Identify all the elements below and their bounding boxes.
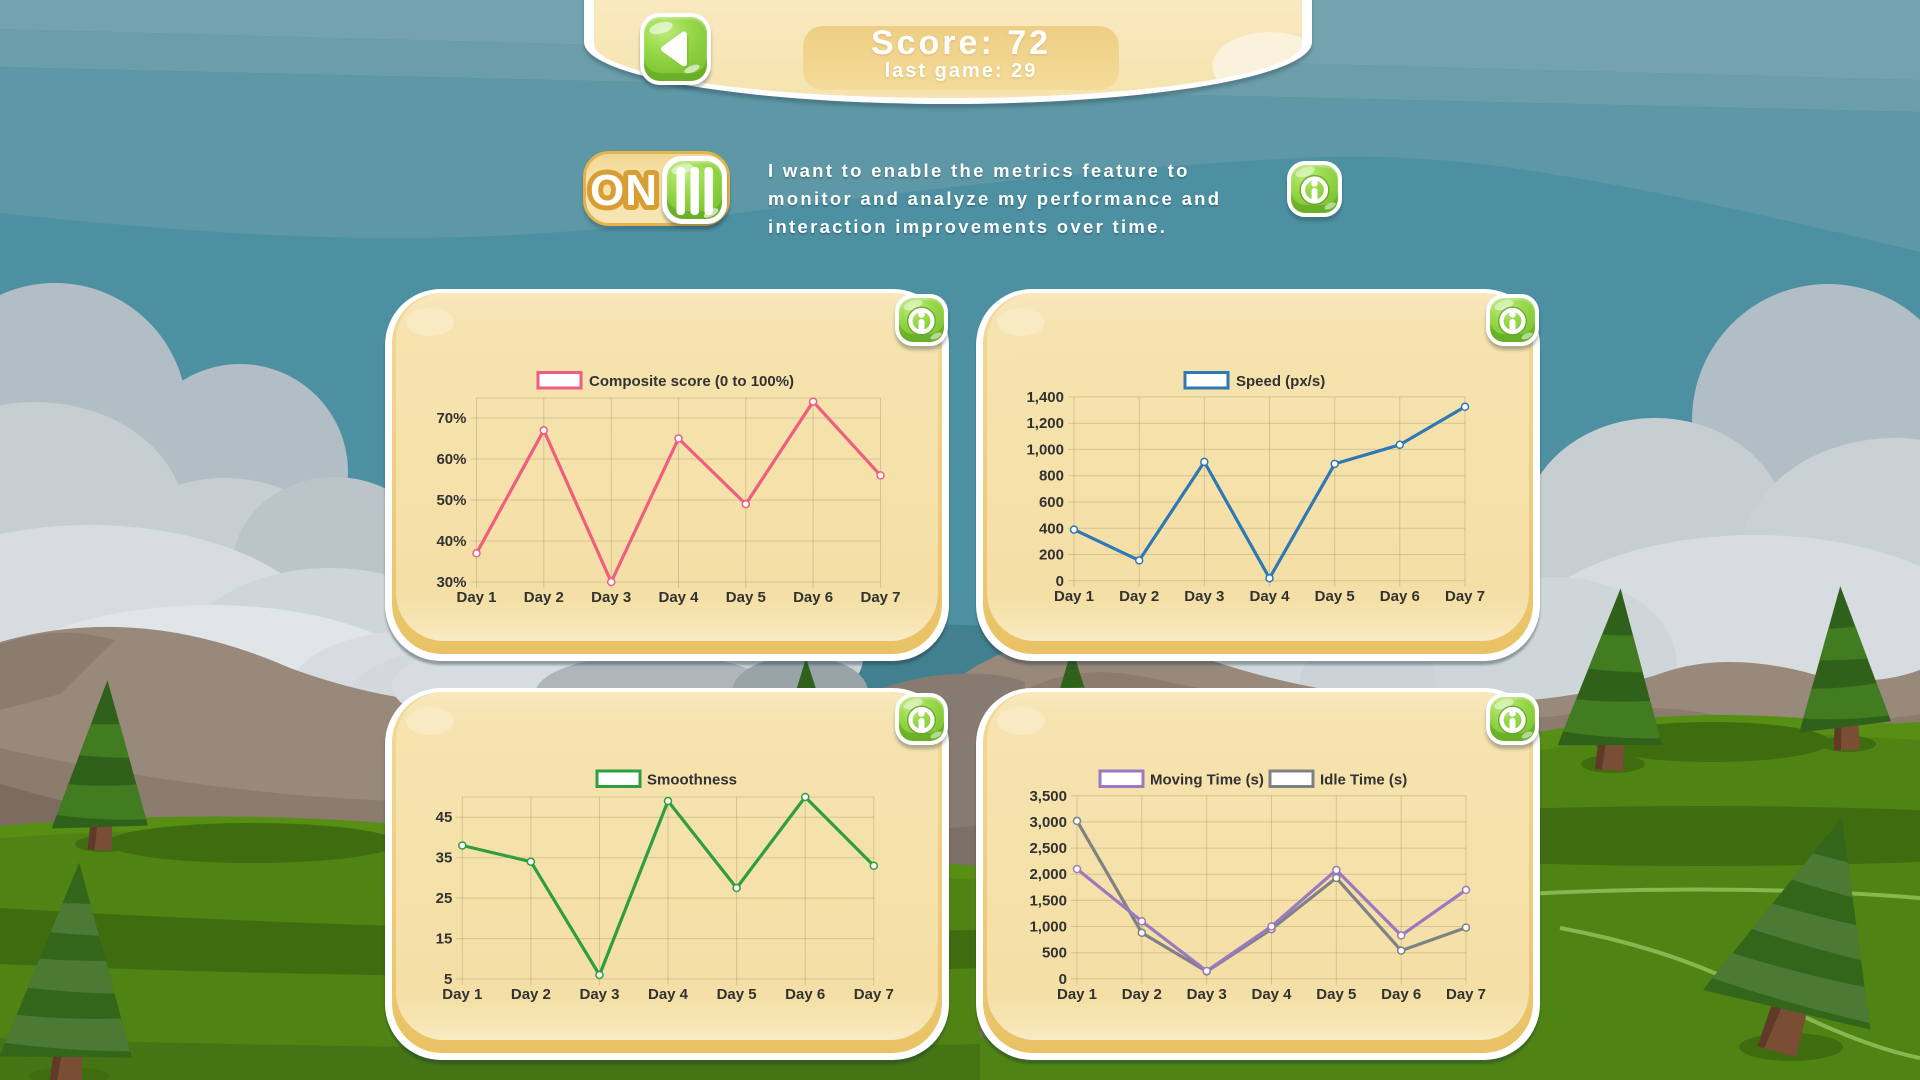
svg-text:1,000: 1,000 bbox=[1029, 919, 1067, 936]
svg-text:15: 15 bbox=[436, 931, 453, 948]
svg-text:Day 6: Day 6 bbox=[793, 589, 833, 606]
svg-text:500: 500 bbox=[1042, 945, 1067, 962]
svg-text:Day 3: Day 3 bbox=[1184, 588, 1224, 605]
svg-text:2,500: 2,500 bbox=[1029, 840, 1067, 857]
svg-text:Day 5: Day 5 bbox=[1316, 986, 1356, 1003]
svg-text:Day 1: Day 1 bbox=[1054, 588, 1094, 605]
svg-text:Day 6: Day 6 bbox=[1380, 588, 1420, 605]
svg-text:Day 5: Day 5 bbox=[717, 986, 757, 1003]
svg-text:ON: ON bbox=[590, 166, 658, 215]
svg-text:800: 800 bbox=[1039, 468, 1064, 485]
svg-text:Idle Time (s): Idle Time (s) bbox=[1320, 772, 1407, 789]
svg-text:Day 2: Day 2 bbox=[1122, 986, 1162, 1003]
svg-text:0: 0 bbox=[1059, 971, 1067, 988]
svg-text:Day 6: Day 6 bbox=[1381, 986, 1421, 1003]
svg-text:Day 6: Day 6 bbox=[785, 986, 825, 1003]
svg-text:Day 7: Day 7 bbox=[1445, 588, 1485, 605]
svg-text:1,400: 1,400 bbox=[1026, 389, 1064, 406]
svg-text:Day 7: Day 7 bbox=[860, 589, 900, 606]
svg-text:1,200: 1,200 bbox=[1026, 415, 1064, 432]
svg-text:400: 400 bbox=[1039, 520, 1064, 537]
svg-text:60%: 60% bbox=[436, 451, 466, 468]
svg-text:1,000: 1,000 bbox=[1026, 441, 1064, 458]
svg-text:Day 3: Day 3 bbox=[579, 986, 619, 1003]
svg-text:Day 4: Day 4 bbox=[658, 589, 699, 606]
svg-text:Day 5: Day 5 bbox=[726, 589, 766, 606]
svg-text:Day 5: Day 5 bbox=[1315, 588, 1355, 605]
svg-text:25: 25 bbox=[436, 890, 453, 907]
svg-text:Composite score (0 to 100%): Composite score (0 to 100%) bbox=[589, 373, 794, 390]
svg-text:35: 35 bbox=[436, 850, 453, 867]
svg-text:2,000: 2,000 bbox=[1029, 866, 1067, 883]
svg-text:Speed (px/s): Speed (px/s) bbox=[1236, 373, 1325, 390]
svg-text:0: 0 bbox=[1056, 573, 1064, 590]
svg-text:30%: 30% bbox=[436, 574, 466, 591]
svg-text:Day 2: Day 2 bbox=[1119, 588, 1159, 605]
svg-text:Day 4: Day 4 bbox=[648, 986, 689, 1003]
svg-text:Day 4: Day 4 bbox=[1251, 986, 1292, 1003]
svg-text:Day 2: Day 2 bbox=[511, 986, 551, 1003]
svg-text:Day 1: Day 1 bbox=[442, 986, 482, 1003]
svg-text:3,500: 3,500 bbox=[1029, 788, 1067, 805]
svg-text:Day 3: Day 3 bbox=[1187, 986, 1227, 1003]
svg-text:Day 1: Day 1 bbox=[1057, 986, 1097, 1003]
svg-text:45: 45 bbox=[436, 809, 453, 826]
svg-text:3,000: 3,000 bbox=[1029, 814, 1067, 831]
svg-text:Day 2: Day 2 bbox=[524, 589, 564, 606]
svg-text:50%: 50% bbox=[436, 492, 466, 509]
svg-text:Day 7: Day 7 bbox=[854, 986, 894, 1003]
svg-text:1,500: 1,500 bbox=[1029, 892, 1067, 909]
svg-text:Day 4: Day 4 bbox=[1249, 588, 1290, 605]
svg-text:Day 1: Day 1 bbox=[456, 589, 496, 606]
svg-text:70%: 70% bbox=[436, 410, 466, 427]
svg-text:Day 3: Day 3 bbox=[591, 589, 631, 606]
svg-text:40%: 40% bbox=[436, 533, 466, 550]
svg-text:Moving Time (s): Moving Time (s) bbox=[1150, 772, 1264, 789]
svg-text:Day 7: Day 7 bbox=[1446, 986, 1486, 1003]
svg-text:5: 5 bbox=[444, 971, 452, 988]
svg-text:200: 200 bbox=[1039, 547, 1064, 564]
svg-text:Smoothness: Smoothness bbox=[647, 772, 737, 789]
svg-text:600: 600 bbox=[1039, 494, 1064, 511]
